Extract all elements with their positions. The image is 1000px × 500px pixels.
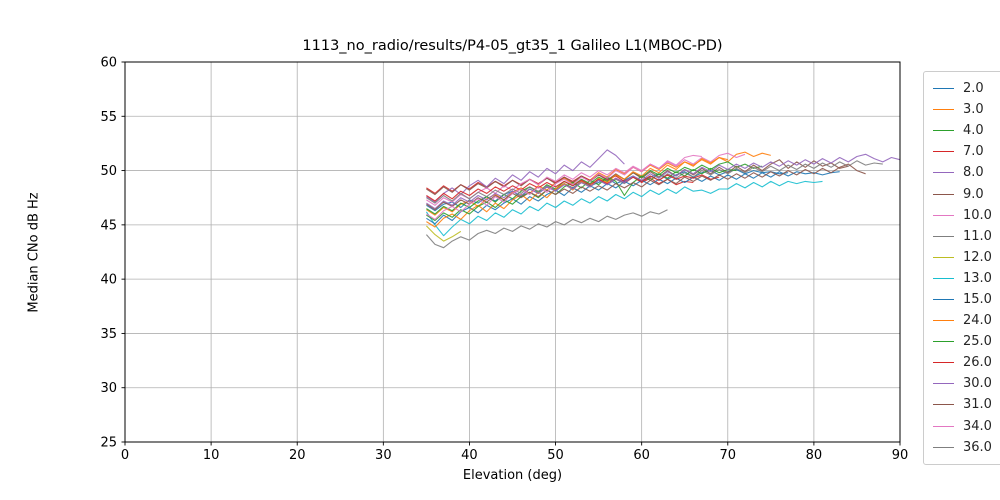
series-line-10.0 — [426, 152, 746, 206]
chart-title: 1113_no_radio/results/P4-05_gt35_1 Galil… — [302, 38, 723, 54]
axis-ticks: 0 10 20 30 40 50 60 70 80 90 25 30 35 40 45 50 55 60 — [100, 56, 908, 464]
legend-item: 31.0 — [933, 394, 1000, 415]
y-tick-label: 55 — [100, 110, 117, 125]
legend-label: 9.0 — [963, 186, 984, 202]
legend-line-swatch — [933, 298, 954, 300]
series-line-30.0 — [426, 153, 901, 210]
legend-item: 13.0 — [933, 268, 1000, 289]
x-tick-label: 20 — [289, 448, 306, 463]
legend-label: 26.0 — [963, 355, 992, 371]
series-line-24.0 — [426, 156, 728, 228]
legend-item: 9.0 — [933, 183, 1000, 204]
x-tick-label: 60 — [633, 448, 650, 463]
series-lines — [425, 149, 901, 249]
x-tick-label: 80 — [806, 448, 823, 463]
legend-item: 8.0 — [933, 162, 1000, 183]
legend-item: 7.0 — [933, 141, 1000, 162]
legend: 2.0 3.0 4.0 7.0 8.0 9.0 10.0 11.0 12.0 13.0 15.0 24… — [923, 71, 1000, 465]
y-tick-label: 35 — [100, 327, 117, 342]
y-tick-label: 25 — [100, 436, 117, 451]
y-axis-label: Median CNo dB Hz — [26, 192, 42, 313]
series-line-34.0 — [426, 154, 702, 220]
legend-label: 11.0 — [963, 228, 992, 244]
y-tick-label: 40 — [100, 273, 117, 288]
legend-label: 10.0 — [963, 207, 992, 223]
x-tick-label: 90 — [892, 448, 909, 463]
legend-label: 12.0 — [963, 249, 992, 265]
legend-line-swatch — [933, 193, 954, 195]
legend-label: 3.0 — [963, 102, 984, 118]
series-line-36.0 — [425, 209, 668, 249]
legend-label: 24.0 — [963, 313, 992, 329]
series-line-12.0 — [426, 225, 462, 242]
x-tick-label: 0 — [121, 448, 129, 463]
legend-line-swatch — [933, 320, 954, 322]
y-tick-label: 45 — [100, 218, 117, 233]
legend-item: 12.0 — [933, 247, 1000, 268]
legend-item: 10.0 — [933, 205, 1000, 226]
axes-box — [124, 61, 901, 443]
series-line-26.0 — [426, 174, 720, 202]
series-line-15.0 — [426, 171, 840, 225]
legend-item: 2.0 — [933, 78, 1000, 99]
legend-line-swatch — [933, 404, 954, 406]
legend-line-swatch — [933, 109, 954, 111]
x-axis-label: Elevation (deg) — [462, 468, 563, 483]
x-tick-label: 40 — [461, 448, 478, 463]
legend-label: 31.0 — [963, 397, 992, 413]
legend-line-swatch — [933, 446, 954, 448]
series-line-3.0 — [426, 151, 771, 216]
series-line-9.0 — [426, 159, 849, 196]
legend-line-swatch — [933, 235, 954, 237]
legend-item: 3.0 — [933, 99, 1000, 120]
legend-line-swatch — [933, 362, 954, 364]
legend-item: 24.0 — [933, 310, 1000, 331]
legend-label: 2.0 — [963, 81, 984, 97]
legend-line-swatch — [933, 277, 954, 279]
legend-item: 11.0 — [933, 226, 1000, 247]
x-tick-label: 70 — [720, 448, 737, 463]
legend-label: 15.0 — [963, 291, 992, 307]
legend-line-swatch — [933, 88, 954, 90]
legend-line-swatch — [933, 214, 954, 216]
legend-label: 30.0 — [963, 376, 992, 392]
series-line-13.0 — [425, 180, 823, 237]
x-tick-label: 30 — [375, 448, 392, 463]
x-tick-label: 10 — [203, 448, 220, 463]
legend-line-swatch — [933, 425, 954, 427]
legend-line-swatch — [933, 256, 954, 258]
legend-item: 25.0 — [933, 331, 1000, 352]
x-tick-label: 50 — [547, 448, 564, 463]
legend-line-swatch — [933, 383, 954, 385]
legend-item: 4.0 — [933, 120, 1000, 141]
gridlines — [124, 61, 901, 443]
legend-line-swatch — [933, 151, 954, 153]
legend-item: 26.0 — [933, 352, 1000, 373]
legend-line-swatch — [933, 130, 954, 132]
y-tick-label: 60 — [100, 56, 117, 71]
legend-label: 8.0 — [963, 165, 984, 181]
legend-line-swatch — [933, 172, 954, 174]
legend-label: 13.0 — [963, 270, 992, 286]
legend-label: 36.0 — [963, 439, 992, 455]
legend-label: 25.0 — [963, 334, 992, 350]
y-tick-label: 50 — [100, 164, 117, 179]
legend-item: 15.0 — [933, 289, 1000, 310]
series-line-4.0 — [426, 161, 763, 215]
legend-item: 30.0 — [933, 373, 1000, 394]
legend-item: 34.0 — [933, 416, 1000, 437]
legend-label: 34.0 — [963, 418, 992, 434]
y-tick-label: 30 — [100, 381, 117, 396]
legend-label: 7.0 — [963, 144, 984, 160]
legend-line-swatch — [933, 341, 954, 343]
legend-item: 36.0 — [933, 437, 1000, 458]
series-line-31.0 — [426, 163, 866, 211]
legend-label: 4.0 — [963, 123, 984, 139]
series-line-8.0 — [426, 149, 625, 203]
